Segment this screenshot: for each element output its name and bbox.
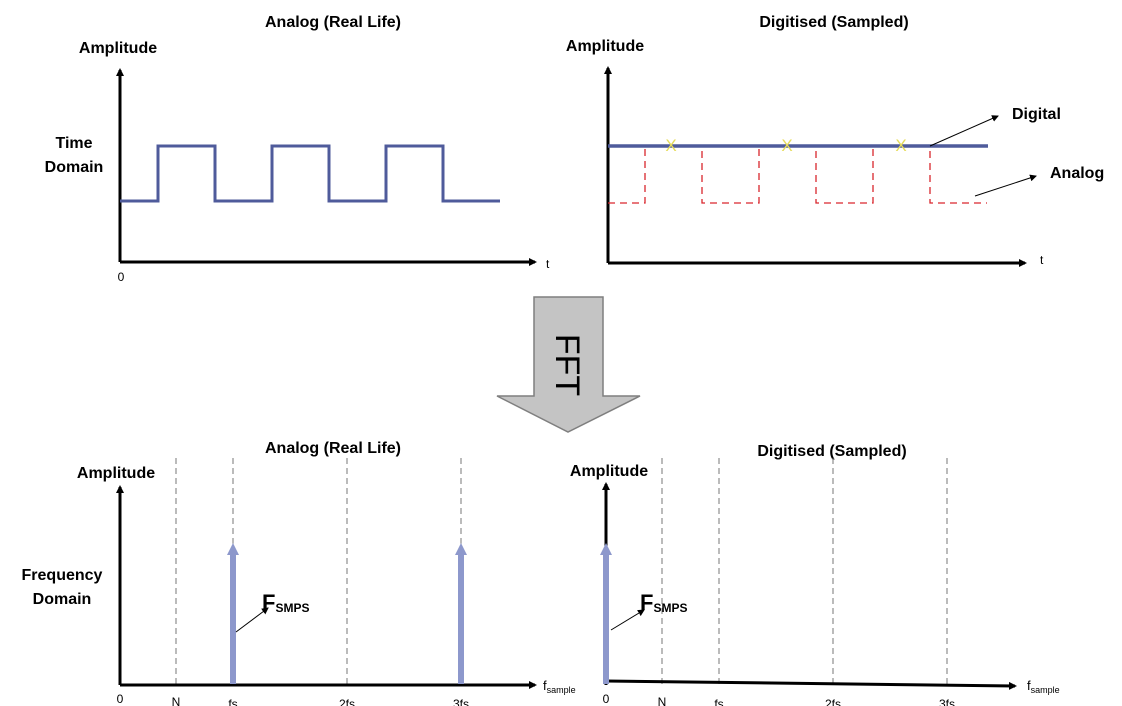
- digital-label: Digital: [1012, 106, 1061, 123]
- fft-label: FFT: [548, 334, 586, 396]
- x-axis-label: fsample: [1027, 678, 1060, 695]
- analog-pointer: [974, 174, 1037, 197]
- sample-marker: X: [781, 136, 792, 155]
- x-axis-label: fsample: [543, 678, 576, 695]
- tick-label: N: [172, 695, 181, 706]
- row-label-line1: Time: [55, 135, 92, 152]
- time-domain-digitised-panel: Digitised (Sampled) Amplitude t X X X Di…: [566, 14, 1104, 267]
- row-label-line1: Frequency: [22, 567, 103, 584]
- panel-title: Digitised (Sampled): [759, 14, 908, 31]
- x-axis-label: t: [546, 257, 550, 271]
- tick-label: 0: [603, 692, 610, 706]
- digital-pointer: [929, 115, 999, 147]
- row-label-line2: Domain: [33, 591, 92, 608]
- row-label-line2: Domain: [45, 159, 104, 176]
- spike-pointer: [610, 609, 645, 631]
- fft-arrow: FFT: [496, 296, 641, 433]
- panel-title: Analog (Real Life): [265, 14, 401, 31]
- tick-label: 2fs: [825, 697, 841, 706]
- frequency-domain-analog-panel: Analog (Real Life) Amplitude Frequency D…: [22, 440, 576, 706]
- frequency-domain-digitised-panel: Digitised (Sampled) Amplitude FSMPS 0 N …: [570, 443, 1060, 706]
- y-axis-label: Amplitude: [77, 465, 155, 482]
- down-arrow-shape: [496, 296, 641, 433]
- x-axis-label: t: [1040, 253, 1044, 267]
- sample-marker: X: [665, 136, 676, 155]
- y-axis-label: Amplitude: [566, 38, 644, 55]
- tick-label: fs: [714, 697, 723, 706]
- tick-label: N: [658, 695, 667, 706]
- tick-label: 3fs: [939, 697, 955, 706]
- x-axis: [605, 679, 1017, 690]
- tick-label: fs: [228, 697, 237, 706]
- y-axis-label: Amplitude: [570, 463, 648, 480]
- tick-label: 0: [117, 692, 124, 706]
- square-wave: [120, 144, 500, 203]
- y-axis-label: Amplitude: [79, 40, 157, 57]
- tick-label: 3fs: [453, 697, 469, 706]
- spike-label: FSMPS: [262, 590, 309, 615]
- time-domain-analog-panel: Analog (Real Life) Amplitude Time Domain…: [45, 14, 550, 284]
- sample-marker: X: [895, 136, 906, 155]
- spike-pointer: [235, 607, 269, 633]
- analog-label: Analog: [1050, 165, 1104, 182]
- origin-label: 0: [118, 270, 125, 284]
- spike-label: FSMPS: [640, 590, 687, 615]
- panel-title: Analog (Real Life): [265, 440, 401, 457]
- panel-title: Digitised (Sampled): [757, 443, 906, 460]
- tick-label: 2fs: [339, 697, 355, 706]
